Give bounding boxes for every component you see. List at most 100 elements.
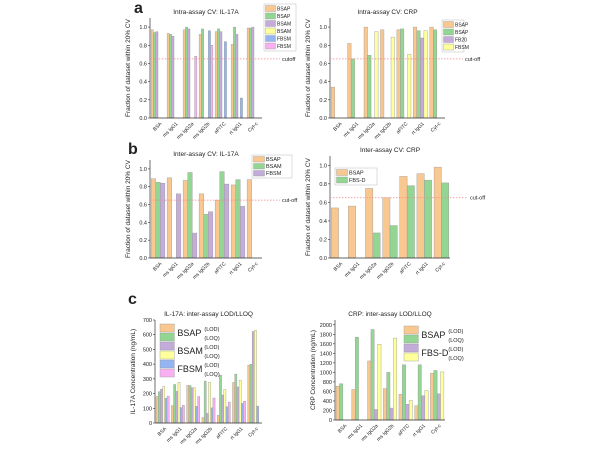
y-tick-label: 0.6 xyxy=(139,61,147,67)
panel-label-b: b xyxy=(128,141,138,158)
y-tick-label: 0.8 xyxy=(139,185,147,191)
bar xyxy=(203,380,207,424)
bar xyxy=(210,45,214,119)
bar xyxy=(182,29,186,119)
bar xyxy=(354,336,359,421)
bar xyxy=(365,188,374,259)
legend-label: BSAP xyxy=(455,30,469,36)
bar xyxy=(254,330,257,424)
y-axis-label: Fraction of dataset within 20% CV xyxy=(125,18,132,117)
bar xyxy=(208,211,214,259)
x-tick-label: rt IgG1 xyxy=(412,423,427,438)
bar xyxy=(247,364,251,424)
bar xyxy=(246,27,250,119)
bar xyxy=(171,35,175,119)
bar xyxy=(219,374,222,424)
bar xyxy=(236,386,240,424)
bar xyxy=(424,179,432,259)
y-tick-label: 1.0 xyxy=(139,25,147,31)
bar xyxy=(416,30,421,119)
bar xyxy=(423,30,428,119)
legend-swatch xyxy=(336,176,348,184)
y-tick-label: 0.0 xyxy=(319,256,327,262)
x-tick-label: aFITC xyxy=(213,261,227,275)
y-tick-label: 200 xyxy=(143,392,152,398)
x-tick-label: aFITC xyxy=(395,121,409,135)
legend-swatch xyxy=(403,352,419,362)
bar xyxy=(399,176,408,259)
bar xyxy=(179,407,183,424)
x-tick-label: Cyt-c xyxy=(247,121,260,134)
bar xyxy=(405,404,410,421)
x-tick-label: ms IgG2b xyxy=(376,261,396,281)
x-tick-label: BSA xyxy=(157,426,169,438)
bar xyxy=(219,31,223,119)
bar xyxy=(374,409,378,421)
bar xyxy=(203,214,209,259)
legend-sublabel: (LOQ) xyxy=(448,338,463,344)
y-tick-label: 200 xyxy=(323,408,332,414)
y-tick-label: 2000 xyxy=(320,323,332,329)
bar xyxy=(246,179,252,259)
chart-5: CRP: inter-assay LOD/LLOQ CRP Concentrati… xyxy=(310,311,464,443)
y-tick-label: 1.0 xyxy=(319,25,327,31)
legend-swatch xyxy=(265,35,276,42)
legend-swatch xyxy=(159,341,175,351)
chart-title: Inter-assay CV: CRP xyxy=(360,147,420,154)
legend-swatch xyxy=(253,156,265,163)
bar xyxy=(230,184,236,259)
panel-label-a: a xyxy=(134,0,143,17)
bar xyxy=(370,329,375,421)
legend-label: FBSM xyxy=(266,171,282,177)
bar xyxy=(374,31,379,119)
bar xyxy=(198,193,204,259)
legend-label: FBSM xyxy=(277,44,291,50)
bar xyxy=(224,41,227,119)
legend-sublabel: (LOQ) xyxy=(204,354,219,360)
bar xyxy=(150,178,156,259)
y-tick-label: 1.0 xyxy=(319,163,327,169)
bar xyxy=(350,58,355,119)
legend-swatch xyxy=(336,169,348,176)
cutoff-label: cut-off xyxy=(282,198,298,204)
bar xyxy=(217,28,220,119)
chart-title: IL-17A: inter-assay LOD/LLOQ xyxy=(164,311,253,318)
bar xyxy=(187,172,193,259)
y-tick-label: 0.2 xyxy=(319,98,327,104)
bar xyxy=(198,34,202,119)
bar xyxy=(389,407,394,421)
x-tick-label: ms IgG2b xyxy=(373,121,393,141)
legend-label: FBS-D xyxy=(421,348,449,358)
legend-swatch xyxy=(265,27,276,35)
legend-label: BSAP xyxy=(177,328,201,338)
legend-label: BSAP xyxy=(455,23,469,29)
bar xyxy=(348,205,356,259)
bar xyxy=(155,31,159,119)
bar xyxy=(251,331,255,424)
legend-swatch xyxy=(265,12,276,20)
bar xyxy=(177,382,181,424)
bar xyxy=(155,182,161,259)
x-tick-label: rt IgG1 xyxy=(415,261,430,276)
y-tick-label: 0.4 xyxy=(319,219,327,225)
bar xyxy=(175,391,179,424)
y-tick-label: 400 xyxy=(323,399,332,405)
legend-swatch xyxy=(443,28,454,36)
bar xyxy=(249,27,252,119)
legend-sublabel: (LOD) xyxy=(448,347,463,353)
bar xyxy=(331,207,339,259)
bar xyxy=(243,401,246,424)
bar xyxy=(335,385,340,421)
legend-label: FB20 xyxy=(455,38,467,44)
x-tick-label: aFITC xyxy=(213,121,227,135)
chart-1: Intra-assay CV: CRP Fraction of dataset w… xyxy=(305,9,481,141)
legend-label: BSAP xyxy=(277,7,291,13)
legend-label: FBSM xyxy=(277,37,291,43)
y-tick-label: 0.4 xyxy=(139,80,147,86)
bar xyxy=(171,405,174,424)
bar xyxy=(227,401,231,424)
bar xyxy=(219,171,225,259)
y-tick-label: 0.4 xyxy=(139,220,147,226)
